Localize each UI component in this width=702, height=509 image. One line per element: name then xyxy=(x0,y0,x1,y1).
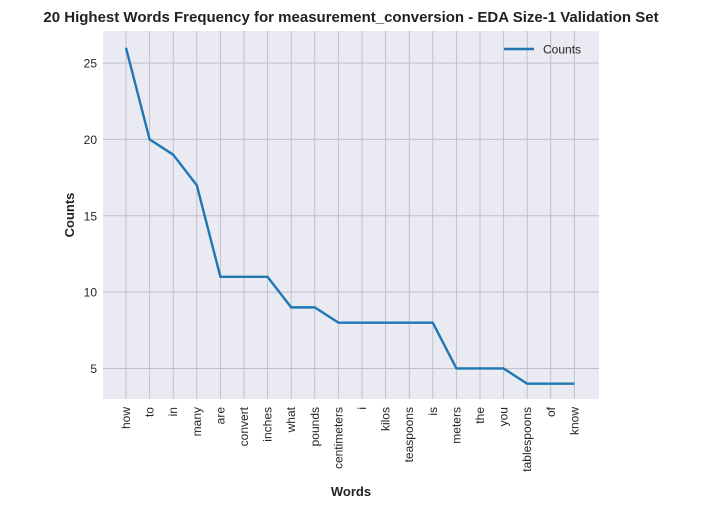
x-tick-label: pounds xyxy=(308,407,322,446)
y-tick-label: 10 xyxy=(84,286,98,300)
x-axis-label: Words xyxy=(331,484,371,499)
x-tick-label: you xyxy=(497,407,511,426)
y-tick-label: 5 xyxy=(90,362,97,376)
y-axis-label: Counts xyxy=(62,193,77,238)
x-tick-label: know xyxy=(567,407,581,435)
x-tick-label: of xyxy=(544,406,558,417)
chart-title: 20 Highest Words Frequency for measureme… xyxy=(43,9,658,26)
x-tick-label: kilos xyxy=(379,407,393,431)
x-tick-label: what xyxy=(284,406,298,433)
y-tick-label: 15 xyxy=(84,209,98,223)
legend: Counts xyxy=(504,43,581,57)
x-tick-label: teaspoons xyxy=(402,407,416,462)
x-tick-label: convert xyxy=(237,406,251,446)
x-tick-label: i xyxy=(355,407,369,410)
plot-area xyxy=(103,31,599,399)
x-tick-label: is xyxy=(426,407,440,416)
series-line-counts xyxy=(124,47,575,385)
gridlines xyxy=(103,31,599,399)
x-tick-label: many xyxy=(190,407,204,436)
x-tick-labels: how to in many are convert inches what pounds cen… xyxy=(119,406,581,471)
x-tick-label: tablespoons xyxy=(520,407,534,472)
x-tick-label: centimeters xyxy=(331,407,345,469)
x-tick-label: how xyxy=(119,407,133,429)
x-tick-label: meters xyxy=(449,407,463,444)
y-tick-label: 20 xyxy=(84,133,98,147)
x-tick-label: to xyxy=(143,407,157,417)
legend-label: Counts xyxy=(543,43,581,57)
x-tick-label: are xyxy=(213,407,227,425)
x-tick-label: inches xyxy=(261,407,275,442)
x-tick-label: the xyxy=(473,407,487,424)
x-tick-label: in xyxy=(166,407,180,416)
y-tick-labels: 5 10 15 20 25 xyxy=(84,57,98,376)
y-tick-label: 25 xyxy=(84,57,98,71)
